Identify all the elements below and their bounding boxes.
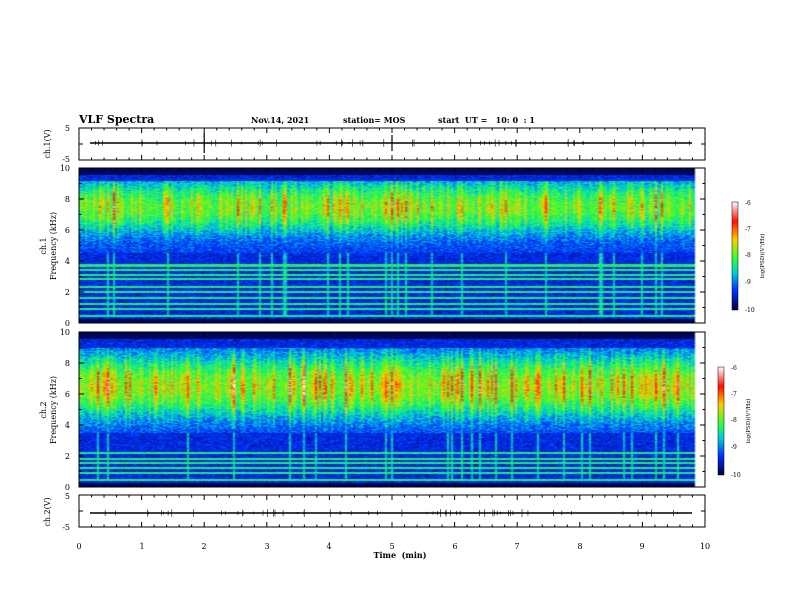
cb2-tick-6: -6 xyxy=(731,365,737,372)
ch1-spec-ytick-8: 8 xyxy=(65,195,70,204)
ch1-colorbar xyxy=(731,201,739,311)
xtick-0: 0 xyxy=(76,542,81,551)
ch1-wave-ytick-top: 5 xyxy=(65,124,70,133)
xtick-1: 1 xyxy=(139,542,144,551)
ch1-wave-ytick-bottom: -5 xyxy=(62,155,70,164)
header-date: Nov.14, 2021 xyxy=(251,115,309,125)
ch2-spec-ylabel-channel: ch.2 xyxy=(39,401,48,418)
ch1-spec-ytick-4: 4 xyxy=(65,257,70,266)
waveform-spikes xyxy=(95,133,690,517)
ch1-spec-ylabel-channel: ch.1 xyxy=(39,237,48,254)
cb2-tick-8: -8 xyxy=(731,417,737,424)
ch2-colorbar xyxy=(717,366,725,476)
cb1-tick-10: -10 xyxy=(745,307,755,314)
cb1-tick-8: -8 xyxy=(745,252,751,259)
ch1-spec-ytick-10: 10 xyxy=(60,164,70,173)
xtick-9: 9 xyxy=(639,542,644,551)
ch2-wave-ytick-top: 5 xyxy=(65,492,70,501)
ch2-spec-ytick-6: 6 xyxy=(65,390,70,399)
ch1-spec-ytick-0: 0 xyxy=(65,319,70,328)
xaxis-label: Time (min) xyxy=(373,550,426,560)
ch1-spec-ytick-2: 2 xyxy=(65,288,70,297)
cb2-tick-9: -9 xyxy=(731,444,737,451)
xtick-10: 10 xyxy=(700,542,710,551)
axis-ticks xyxy=(78,127,706,528)
ch2-spec-ytick-10: 10 xyxy=(60,328,70,337)
ch2-spec-ylabel-frequency: Frequency (kHz) xyxy=(49,376,58,444)
cb1-label: log(PSD)(V²/Hz) xyxy=(759,234,766,279)
xtick-3: 3 xyxy=(264,542,269,551)
cb2-label: log(PSD)(V²/Hz) xyxy=(745,399,752,444)
xtick-7: 7 xyxy=(514,542,519,551)
ch1-spec-ytick-6: 6 xyxy=(65,226,70,235)
xtick-2: 2 xyxy=(201,542,206,551)
ch2-spectrogram xyxy=(79,332,705,487)
cb2-tick-7: -7 xyxy=(731,391,737,398)
header-station: station= MOS xyxy=(343,115,406,125)
ch2-spec-ytick-4: 4 xyxy=(65,421,70,430)
xtick-4: 4 xyxy=(326,542,331,551)
header-start-time: start UT = 10: 0 : 1 xyxy=(438,115,535,125)
ch2-spec-ytick-2: 2 xyxy=(65,452,70,461)
cb1-tick-6: -6 xyxy=(745,200,751,207)
ch1-spec-ylabel-frequency: Frequency (kHz) xyxy=(49,212,58,280)
xtick-5: 5 xyxy=(389,542,394,551)
xtick-8: 8 xyxy=(577,542,582,551)
ch2-wave-ytick-bottom: -5 xyxy=(62,523,70,532)
cb1-tick-9: -9 xyxy=(745,279,751,286)
cb2-tick-10: -10 xyxy=(731,472,741,479)
xtick-6: 6 xyxy=(452,542,457,551)
ch1-spectrogram xyxy=(79,168,705,323)
ch2-wave-ylabel: ch.2(V) xyxy=(43,497,52,526)
ch2-spec-ytick-8: 8 xyxy=(65,359,70,368)
ch1-wave-ylabel: ch.1(V) xyxy=(43,129,52,158)
header-title: VLF Spectra xyxy=(78,113,154,126)
cb1-tick-7: -7 xyxy=(745,226,751,233)
ch2-spec-ytick-0: 0 xyxy=(65,483,70,492)
